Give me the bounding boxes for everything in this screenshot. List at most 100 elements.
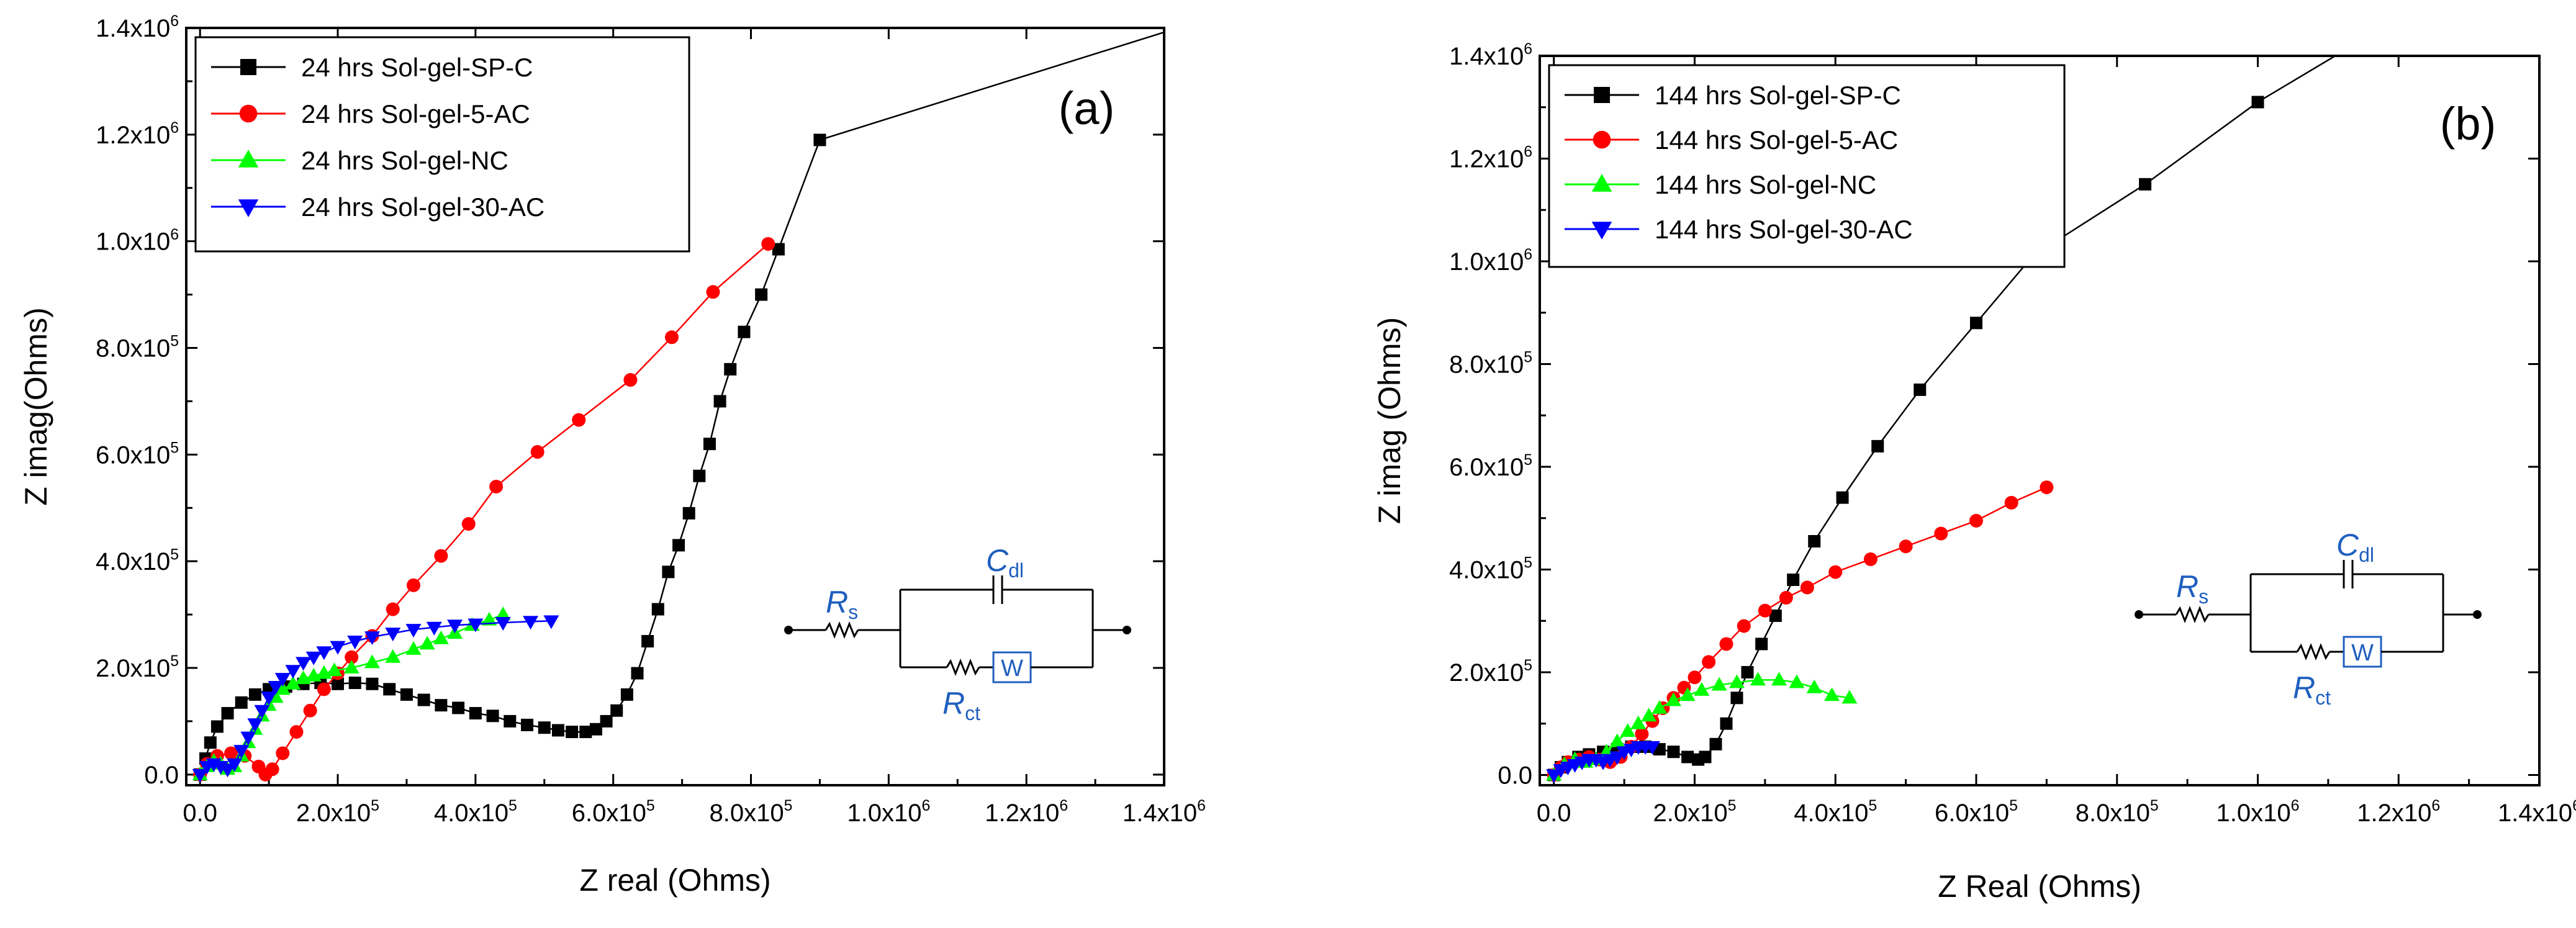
data-point <box>538 721 551 734</box>
cdl-label-main: C <box>2336 528 2359 562</box>
data-point <box>1644 741 1660 755</box>
data-point <box>326 662 342 677</box>
y-tick-label: 4.0x105 <box>1449 555 1532 584</box>
rct-label: Rct <box>2293 670 2331 709</box>
data-point <box>523 616 539 630</box>
data-point <box>1836 491 1849 504</box>
data-point <box>345 650 359 664</box>
data-point <box>386 602 400 616</box>
data-point <box>1842 690 1858 704</box>
resistor-rct <box>2296 642 2331 661</box>
data-point <box>589 723 602 736</box>
y-tick-label-mantissa: 6.0x10 <box>1449 454 1524 481</box>
data-point <box>551 724 564 737</box>
data-point <box>738 325 751 338</box>
y-tick-label-exponent: 6 <box>170 227 179 243</box>
legend-marker <box>1593 130 1611 149</box>
legend-marker <box>238 150 259 168</box>
x-tick-label-mantissa: 8.0x10 <box>2076 800 2150 827</box>
y-tick-label-mantissa: 2.0x10 <box>96 655 170 682</box>
data-point <box>1719 637 1733 651</box>
data-point <box>530 445 545 459</box>
data-point <box>1787 574 1800 587</box>
data-point <box>1679 687 1696 701</box>
data-point <box>600 714 613 728</box>
panel-label: (a) <box>1059 83 1114 134</box>
x-tick-label: 8.0x105 <box>710 798 793 827</box>
data-point <box>1641 708 1657 722</box>
data-point <box>1755 637 1768 651</box>
data-point <box>495 616 511 631</box>
data-point <box>1806 679 1822 693</box>
data-point <box>254 705 270 719</box>
data-point <box>303 703 317 718</box>
x-tick-label-exponent: 6 <box>2572 798 2576 814</box>
data-point <box>274 673 291 687</box>
warburg-box <box>992 651 1032 683</box>
y-tick-label-exponent: 6 <box>170 120 179 137</box>
data-point <box>623 373 638 387</box>
data-point <box>813 133 826 146</box>
x-tick-label-mantissa: 1.0x10 <box>2217 800 2291 827</box>
plot-frame <box>1539 55 2541 786</box>
data-point <box>1635 727 1649 741</box>
x-tick-label: 8.0x105 <box>2076 798 2159 827</box>
x-tick-label-mantissa: 6.0x10 <box>1935 800 2009 827</box>
y-tick-label-mantissa: 1.0x10 <box>1449 248 1524 276</box>
data-point <box>761 237 775 251</box>
data-point <box>220 764 236 778</box>
y-tick-label: 0.0 <box>144 762 179 789</box>
data-point <box>400 688 413 701</box>
panel-label: (b) <box>2440 98 2496 150</box>
x-tick-label-mantissa: 4.0x10 <box>1794 800 1868 827</box>
data-point <box>452 701 465 714</box>
data-point <box>706 285 720 299</box>
data-point <box>268 681 284 695</box>
data-point <box>1702 655 1716 669</box>
data-point <box>2251 96 2264 109</box>
data-point <box>1828 565 1843 579</box>
data-point <box>772 243 785 256</box>
data-point <box>364 654 380 669</box>
data-point <box>1667 746 1680 759</box>
y-tick-label: 8.0x105 <box>1449 349 1532 379</box>
x-tick-label: 2.0x105 <box>296 798 379 827</box>
x-tick-label-mantissa: 1.2x10 <box>2357 800 2431 827</box>
y-axis-label: Z imag (Ohms) <box>1372 317 1407 524</box>
x-tick-label-exponent: 5 <box>784 798 793 814</box>
data-point <box>233 745 250 759</box>
data-point <box>1720 717 1733 730</box>
y-tick-label-mantissa: 4.0x10 <box>96 548 170 575</box>
data-point <box>343 659 359 673</box>
data-point <box>1681 750 1694 764</box>
legend-marker <box>238 199 259 217</box>
data-point <box>247 718 263 732</box>
x-tick-label-mantissa: 1.0x10 <box>847 800 921 827</box>
data-point <box>1729 674 1745 688</box>
data-point <box>305 651 322 665</box>
x-tick-label: 0.0 <box>1537 800 1571 827</box>
plot-area <box>192 31 1164 783</box>
data-point <box>1620 723 1636 737</box>
data-point <box>285 665 301 679</box>
x-tick-label: 1.0x106 <box>847 798 930 827</box>
circuit-node-right <box>2473 610 2482 619</box>
data-point <box>572 413 586 427</box>
data-point <box>274 681 291 695</box>
data-point <box>405 624 422 638</box>
data-point <box>405 641 422 655</box>
plot-frame <box>185 27 1165 786</box>
y-tick-label-mantissa: 1.2x10 <box>1449 145 1524 173</box>
y-tick-label-exponent: 5 <box>1524 657 1532 674</box>
data-point <box>468 618 484 633</box>
data-point <box>426 621 442 636</box>
rs-label-main: R <box>2176 569 2199 604</box>
data-point <box>433 630 449 644</box>
rct-label-main: R <box>2293 670 2315 705</box>
data-point <box>1808 534 1821 547</box>
legend-label: 24 hrs Sol-gel-NC <box>301 146 508 175</box>
data-point <box>348 677 361 690</box>
data-point <box>1609 733 1625 747</box>
data-point <box>662 565 675 579</box>
y-axis-label: Z imag(Ohms) <box>19 307 53 505</box>
